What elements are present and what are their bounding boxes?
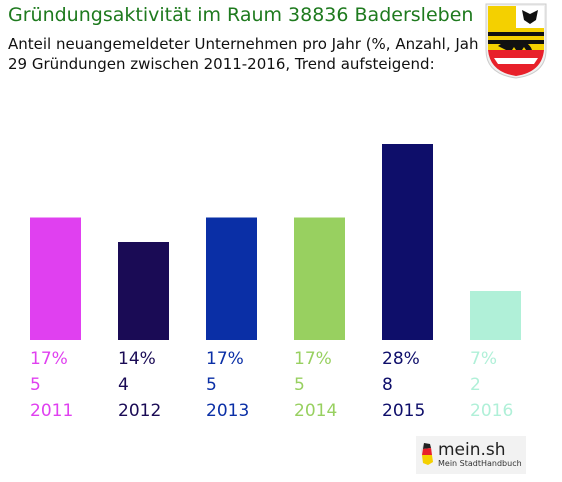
year-label-2016: 2016 xyxy=(470,401,513,421)
percent-label-2014: 17% xyxy=(294,349,332,369)
bar-2013 xyxy=(206,217,257,340)
percent-label-2012: 14% xyxy=(118,349,156,369)
count-label-2013: 5 xyxy=(206,375,217,395)
subtitle-line-2: 29 Gründungen zwischen 2011-2016, Trend … xyxy=(8,55,435,73)
chart-subtitle: Anteil neuangemeldeter Unternehmen pro J… xyxy=(8,34,491,74)
logo-subtext: Mein StadtHandbuch xyxy=(438,459,522,468)
coat-of-arms-icon xyxy=(478,0,554,80)
percent-label-2011: 17% xyxy=(30,349,68,369)
chart-title: Gründungsaktivität im Raum 38836 Badersl… xyxy=(8,4,474,26)
percent-label-2013: 17% xyxy=(206,349,244,369)
bar-2015 xyxy=(382,144,433,340)
percent-label-2015: 28% xyxy=(382,349,420,369)
subtitle-line-1: Anteil neuangemeldeter Unternehmen pro J… xyxy=(8,35,491,53)
count-label-2016: 2 xyxy=(470,375,481,395)
year-label-2012: 2012 xyxy=(118,401,161,421)
year-label-2014: 2014 xyxy=(294,401,337,421)
count-label-2015: 8 xyxy=(382,375,393,395)
germany-map-icon xyxy=(421,443,433,465)
count-label-2014: 5 xyxy=(294,375,305,395)
count-label-2012: 4 xyxy=(118,375,129,395)
year-label-2011: 2011 xyxy=(30,401,73,421)
bar-2016 xyxy=(470,291,521,340)
year-label-2015: 2015 xyxy=(382,401,425,421)
count-label-2011: 5 xyxy=(30,375,41,395)
brand-logo[interactable] xyxy=(416,436,526,474)
percent-label-2016: 7% xyxy=(470,349,497,369)
bar-2011 xyxy=(30,217,81,340)
bar-2014 xyxy=(294,217,345,340)
year-label-2013: 2013 xyxy=(206,401,249,421)
logo-text: mein.sh xyxy=(438,440,506,460)
bar-2012 xyxy=(118,242,169,340)
